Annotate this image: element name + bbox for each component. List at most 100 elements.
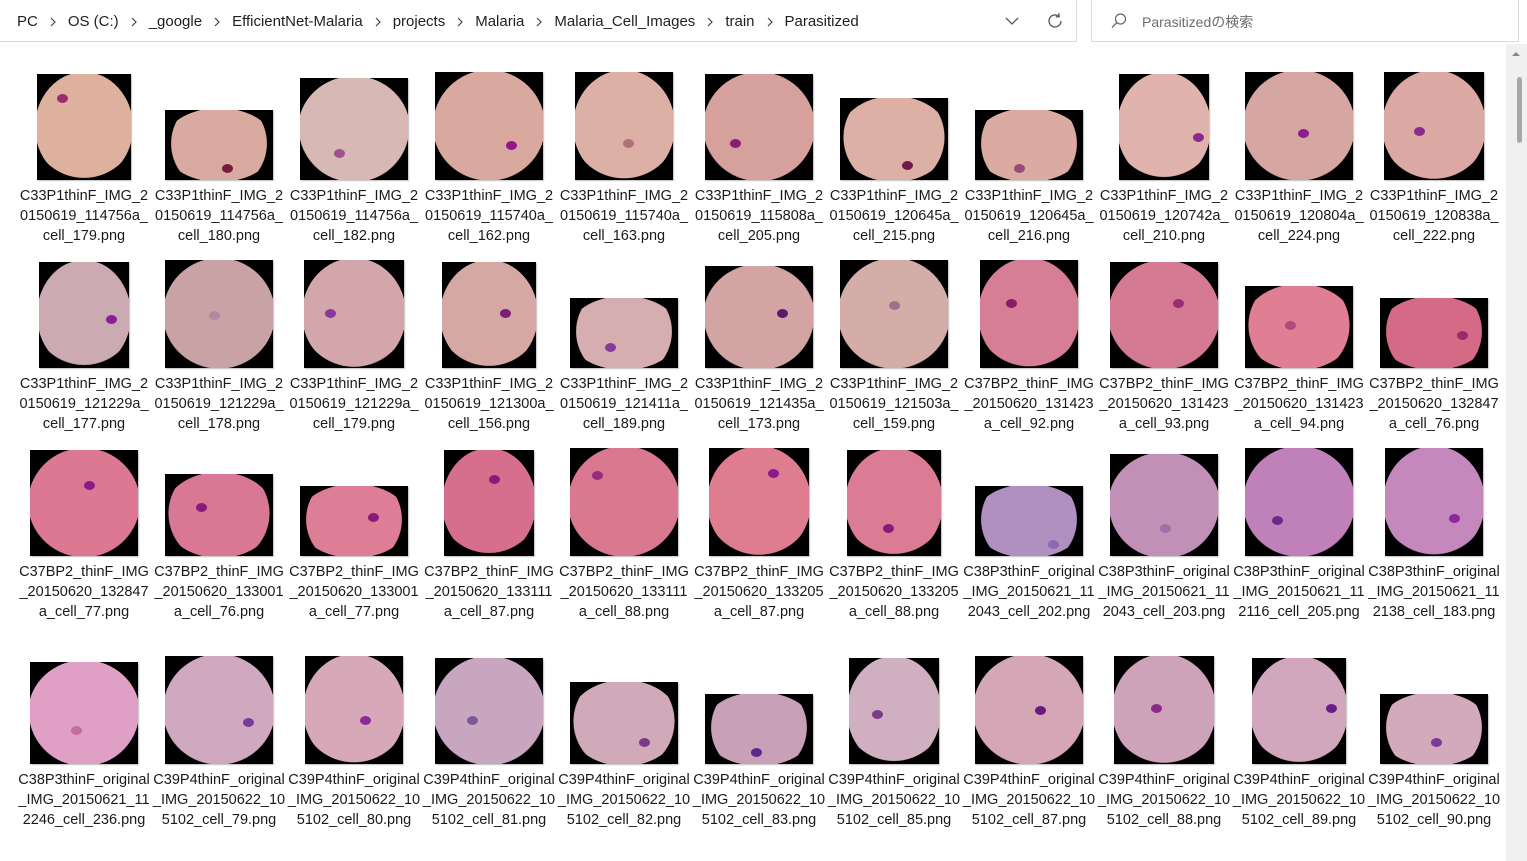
refresh-button[interactable] — [1043, 9, 1067, 33]
file-item[interactable]: C37BP2_thinF_IMG_20150620_133001a_cell_7… — [287, 420, 421, 620]
image-thumbnail — [1114, 656, 1214, 764]
file-item[interactable]: C39P4thinF_original_IMG_20150622_105102_… — [692, 628, 826, 828]
file-item[interactable]: C33P1thinF_IMG_20150619_121229a_cell_177… — [17, 232, 151, 432]
chevron-right-icon[interactable] — [755, 14, 785, 29]
file-item[interactable]: C39P4thinF_original_IMG_20150622_105102_… — [1367, 628, 1501, 828]
image-thumbnail — [1252, 658, 1346, 764]
file-item[interactable]: C37BP2_thinF_IMG_20150620_131423a_cell_9… — [1097, 232, 1231, 432]
file-item[interactable]: C33P1thinF_IMG_20150619_121229a_cell_178… — [152, 232, 286, 432]
image-thumbnail — [1245, 286, 1353, 368]
file-item[interactable]: C39P4thinF_original_IMG_20150622_105102_… — [152, 628, 286, 828]
file-name-label: C37BP2_thinF_IMG_20150620_132847a_cell_7… — [1369, 376, 1499, 432]
image-thumbnail — [849, 658, 939, 764]
file-name-label: C33P1thinF_IMG_20150619_120804a_cell_224… — [1234, 188, 1364, 244]
file-item[interactable]: C37BP2_thinF_IMG_20150620_133111a_cell_8… — [557, 420, 691, 620]
file-item[interactable]: C33P1thinF_IMG_20150619_114756a_cell_179… — [17, 44, 151, 244]
breadcrumb-item[interactable]: Malaria_Cell_Images — [554, 12, 696, 30]
file-item[interactable]: C33P1thinF_IMG_20150619_121300a_cell_156… — [422, 232, 556, 432]
image-thumbnail — [1110, 454, 1218, 556]
breadcrumb-item[interactable]: OS (C:) — [67, 12, 119, 30]
file-name-label: C37BP2_thinF_IMG_20150620_131423a_cell_9… — [1234, 376, 1364, 432]
file-item[interactable]: C37BP2_thinF_IMG_20150620_131423a_cell_9… — [1232, 232, 1366, 432]
chevron-right-icon[interactable] — [695, 14, 725, 29]
file-item[interactable]: C37BP2_thinF_IMG_20150620_133205a_cell_8… — [692, 420, 826, 620]
file-item[interactable]: C39P4thinF_original_IMG_20150622_105102_… — [827, 628, 961, 828]
address-bar[interactable]: PC OS (C:) _google EfficientNet-Malaria proj… — [0, 0, 1077, 42]
breadcrumb-item[interactable]: Malaria — [475, 12, 525, 30]
file-name-label: C39P4thinF_original_IMG_20150622_105102_… — [422, 772, 556, 828]
file-item[interactable]: C33P1thinF_IMG_20150619_121229a_cell_179… — [287, 232, 421, 432]
file-item[interactable]: C33P1thinF_IMG_20150619_120645a_cell_215… — [827, 44, 961, 244]
chevron-right-icon[interactable] — [119, 14, 149, 29]
chevron-right-icon[interactable] — [363, 14, 393, 29]
file-name-label: C37BP2_thinF_IMG_20150620_133111a_cell_8… — [424, 564, 554, 620]
file-item[interactable]: C33P1thinF_IMG_20150619_121503a_cell_159… — [827, 232, 961, 432]
file-item[interactable]: C33P1thinF_IMG_20150619_114756a_cell_182… — [287, 44, 421, 244]
file-item[interactable]: C39P4thinF_original_IMG_20150622_105102_… — [1097, 628, 1231, 828]
file-item[interactable]: C39P4thinF_original_IMG_20150622_105102_… — [422, 628, 556, 828]
image-thumbnail — [435, 72, 543, 180]
file-name-label: C33P1thinF_IMG_20150619_114756a_cell_179… — [19, 188, 149, 244]
file-item[interactable]: C33P1thinF_IMG_20150619_120804a_cell_224… — [1232, 44, 1366, 244]
file-item[interactable]: C37BP2_thinF_IMG_20150620_133111a_cell_8… — [422, 420, 556, 620]
breadcrumb-item[interactable]: EfficientNet-Malaria — [232, 12, 363, 30]
breadcrumb-item[interactable]: PC — [17, 12, 38, 30]
file-name-label: C33P1thinF_IMG_20150619_120645a_cell_216… — [964, 188, 1094, 244]
file-item[interactable]: C33P1thinF_IMG_20150619_114756a_cell_180… — [152, 44, 286, 244]
image-thumbnail — [570, 298, 678, 368]
image-thumbnail — [980, 260, 1078, 368]
file-item[interactable]: C33P1thinF_IMG_20150619_115808a_cell_205… — [692, 44, 826, 244]
file-item[interactable]: C33P1thinF_IMG_20150619_121411a_cell_189… — [557, 232, 691, 432]
file-item[interactable]: C33P1thinF_IMG_20150619_120838a_cell_222… — [1367, 44, 1501, 244]
breadcrumb-item[interactable]: train — [725, 12, 755, 30]
image-thumbnail — [705, 74, 813, 180]
file-item[interactable]: C38P3thinF_original_IMG_20150621_112246_… — [17, 628, 151, 828]
file-item[interactable]: C37BP2_thinF_IMG_20150620_133205a_cell_8… — [827, 420, 961, 620]
scrollbar-thumb[interactable] — [1517, 77, 1522, 143]
image-thumbnail — [30, 450, 138, 556]
address-history-button[interactable] — [1000, 10, 1024, 32]
file-item[interactable]: C39P4thinF_original_IMG_20150622_105102_… — [287, 628, 421, 828]
file-name-label: C37BP2_thinF_IMG_20150620_132847a_cell_7… — [19, 564, 149, 620]
file-name-label: C33P1thinF_IMG_20150619_120838a_cell_222… — [1369, 188, 1499, 244]
file-item[interactable]: C37BP2_thinF_IMG_20150620_132847a_cell_7… — [1367, 232, 1501, 432]
search-box[interactable]: Parasitizedの検索 — [1091, 0, 1519, 42]
file-item[interactable]: C33P1thinF_IMG_20150619_120742a_cell_210… — [1097, 44, 1231, 244]
file-item[interactable]: C37BP2_thinF_IMG_20150620_132847a_cell_7… — [17, 420, 151, 620]
breadcrumb-item[interactable]: projects — [392, 12, 446, 30]
file-item[interactable]: C33P1thinF_IMG_20150619_120645a_cell_216… — [962, 44, 1096, 244]
file-name-label: C33P1thinF_IMG_20150619_121229a_cell_178… — [154, 376, 284, 432]
chevron-down-icon — [1005, 17, 1019, 25]
file-item[interactable]: C39P4thinF_original_IMG_20150622_105102_… — [1232, 628, 1366, 828]
breadcrumb-item[interactable]: _google — [148, 12, 203, 30]
image-thumbnail — [442, 262, 536, 368]
breadcrumb-item[interactable]: Parasitized — [784, 12, 859, 30]
file-name-label: C37BP2_thinF_IMG_20150620_131423a_cell_9… — [1099, 376, 1229, 432]
chevron-right-icon[interactable] — [445, 14, 475, 29]
file-item[interactable]: C39P4thinF_original_IMG_20150622_105102_… — [962, 628, 1096, 828]
image-thumbnail — [30, 662, 138, 764]
file-item[interactable]: C33P1thinF_IMG_20150619_115740a_cell_162… — [422, 44, 556, 244]
file-item[interactable]: C39P4thinF_original_IMG_20150622_105102_… — [557, 628, 691, 828]
file-name-label: C37BP2_thinF_IMG_20150620_133001a_cell_7… — [289, 564, 419, 620]
file-name-label: C33P1thinF_IMG_20150619_121503a_cell_159… — [829, 376, 959, 432]
scroll-up-arrow-icon[interactable] — [1511, 49, 1521, 59]
file-name-label: C37BP2_thinF_IMG_20150620_131423a_cell_9… — [964, 376, 1094, 432]
file-item[interactable]: C38P3thinF_original_IMG_20150621_112043_… — [1097, 420, 1231, 620]
top-bar: PC OS (C:) _google EfficientNet-Malaria proj… — [0, 0, 1527, 44]
vertical-scrollbar[interactable] — [1506, 44, 1527, 861]
file-item[interactable]: C33P1thinF_IMG_20150619_121435a_cell_173… — [692, 232, 826, 432]
file-item[interactable]: C38P3thinF_original_IMG_20150621_112138_… — [1367, 420, 1501, 620]
file-item[interactable]: C38P3thinF_original_IMG_20150621_112043_… — [962, 420, 1096, 620]
search-input[interactable]: Parasitizedの検索 — [1142, 14, 1254, 30]
file-name-label: C33P1thinF_IMG_20150619_120645a_cell_215… — [829, 188, 959, 244]
file-name-label: C33P1thinF_IMG_20150619_120742a_cell_210… — [1099, 188, 1229, 244]
chevron-right-icon[interactable] — [524, 14, 554, 29]
file-item[interactable]: C33P1thinF_IMG_20150619_115740a_cell_163… — [557, 44, 691, 244]
file-item[interactable]: C37BP2_thinF_IMG_20150620_131423a_cell_9… — [962, 232, 1096, 432]
chevron-right-icon[interactable] — [202, 14, 232, 29]
chevron-right-icon[interactable] — [38, 14, 68, 29]
file-item[interactable]: C38P3thinF_original_IMG_20150621_112116_… — [1232, 420, 1366, 620]
file-item[interactable]: C37BP2_thinF_IMG_20150620_133001a_cell_7… — [152, 420, 286, 620]
image-thumbnail — [165, 656, 273, 764]
